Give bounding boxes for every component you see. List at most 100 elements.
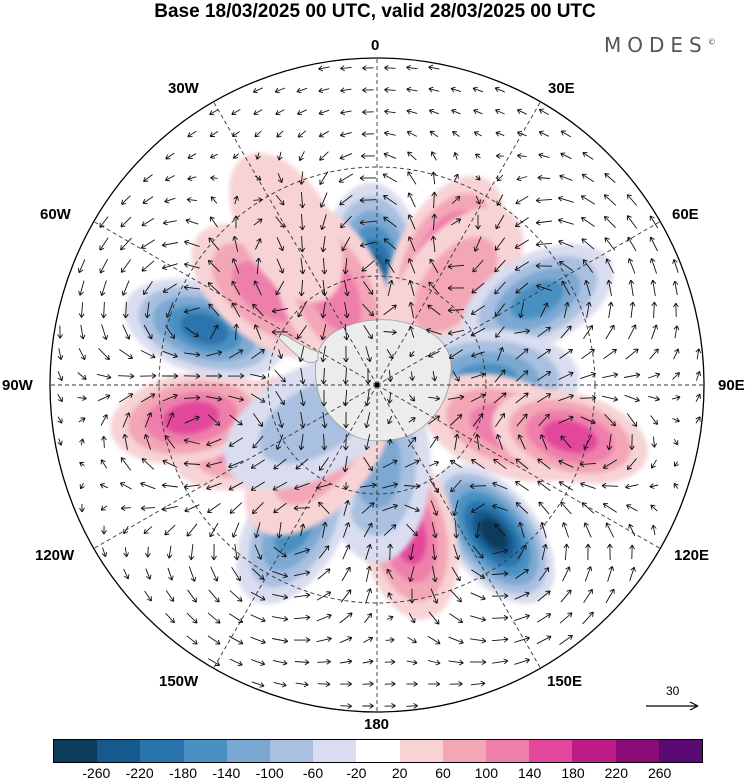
wind-arrow — [384, 108, 396, 115]
colorbar-cell — [313, 740, 357, 762]
wind-arrow — [516, 175, 528, 182]
wind-arrow — [255, 257, 262, 275]
wind-arrow — [340, 65, 352, 72]
wind-arrow — [184, 239, 200, 248]
wind-arrow — [229, 502, 243, 514]
wind-arrow — [561, 522, 570, 538]
wind-arrow — [471, 569, 486, 579]
wind-arrow — [404, 504, 420, 513]
wind-arrow — [120, 457, 132, 471]
wind-arrow — [339, 131, 352, 138]
wind-arrow — [250, 393, 266, 403]
wind-arrow — [342, 456, 349, 473]
wind-arrow — [119, 349, 134, 359]
wind-arrow — [537, 590, 551, 602]
wind-arrow — [207, 414, 221, 426]
wind-arrow — [209, 131, 219, 137]
wind-arrow — [407, 258, 416, 274]
wind-arrow — [186, 523, 198, 537]
wind-arrow — [492, 548, 509, 555]
wind-arrow — [100, 505, 108, 511]
wind-arrow — [340, 87, 352, 94]
wind-arrow — [321, 280, 328, 297]
wind-arrow — [343, 323, 350, 341]
wind-arrow — [343, 345, 349, 363]
lon-label-90w: 90W — [2, 377, 33, 394]
wind-arrow — [495, 108, 505, 115]
colorbar-cell — [97, 740, 141, 762]
wind-arrow — [275, 194, 285, 206]
wind-arrow — [298, 171, 305, 185]
wind-arrow — [409, 371, 416, 381]
wind-arrow — [628, 279, 635, 296]
wind-arrow — [475, 195, 481, 205]
wind-arrow — [624, 394, 640, 403]
wind-arrow — [582, 611, 594, 625]
wind-arrow — [144, 302, 151, 319]
wind-arrow — [409, 351, 415, 358]
wind-arrow — [429, 460, 440, 467]
wind-arrow — [250, 614, 266, 623]
wind-arrow — [451, 218, 462, 226]
wind-arrow — [101, 547, 108, 557]
wind-arrow — [253, 109, 263, 116]
wind-arrow — [120, 505, 131, 511]
wind-arrow — [362, 109, 374, 115]
wind-arrow — [187, 175, 197, 181]
wind-arrow — [492, 503, 508, 511]
wind-arrow — [605, 258, 614, 274]
wind-arrow — [515, 195, 529, 205]
wind-arrow — [164, 435, 176, 449]
wind-arrow — [672, 417, 680, 423]
wind-arrow — [363, 522, 373, 538]
wind-arrow — [298, 151, 305, 162]
wind-arrow — [453, 433, 460, 450]
wind-arrow — [406, 86, 418, 93]
wind-arrow — [228, 395, 245, 402]
wind-arrow — [629, 544, 635, 560]
wind-arrow — [537, 458, 551, 470]
wind-arrow — [428, 350, 440, 358]
wind-arrow — [475, 175, 481, 181]
wind-arrow — [295, 681, 309, 688]
colorbar-tick-label: 180 — [561, 765, 585, 781]
positive-anomaly-contour — [232, 261, 299, 322]
wind-arrow — [583, 522, 592, 538]
wind-arrow — [206, 350, 223, 357]
wind-arrow — [294, 592, 311, 599]
wind-arrow — [144, 590, 152, 602]
wind-arrow — [387, 543, 393, 561]
wind-arrow — [514, 635, 530, 643]
wind-arrow — [429, 435, 439, 449]
wind-arrow — [448, 394, 465, 401]
wind-arrow — [492, 481, 508, 490]
wind-arrow — [122, 433, 129, 450]
wind-arrow — [408, 301, 415, 318]
wind-arrow — [165, 152, 175, 160]
wind-arrow — [143, 174, 153, 182]
wind-arrow — [651, 324, 658, 340]
wind-arrow — [447, 307, 465, 314]
wind-arrow — [495, 153, 504, 159]
wind-arrow — [343, 280, 350, 297]
wind-arrow — [251, 681, 265, 688]
wind-arrow — [518, 521, 525, 538]
wind-arrow — [538, 413, 550, 427]
wind-arrow — [559, 634, 573, 645]
wind-arrow — [229, 590, 243, 602]
wind-arrow — [141, 458, 155, 470]
wind-arrow — [250, 591, 266, 601]
wind-arrow — [277, 173, 284, 184]
wind-arrow — [250, 636, 266, 645]
colorbar-tick-label: -180 — [168, 765, 198, 781]
wind-arrow — [271, 329, 289, 335]
wind-arrow — [515, 392, 529, 404]
colorbar-tick-label: -20 — [346, 765, 367, 781]
wind-arrow — [584, 279, 591, 296]
wind-arrow — [514, 591, 530, 600]
wind-arrow — [671, 395, 681, 401]
wind-arrow — [253, 280, 262, 296]
wind-arrow — [57, 348, 64, 361]
wind-arrow — [471, 351, 485, 358]
wind-arrow — [582, 259, 594, 273]
